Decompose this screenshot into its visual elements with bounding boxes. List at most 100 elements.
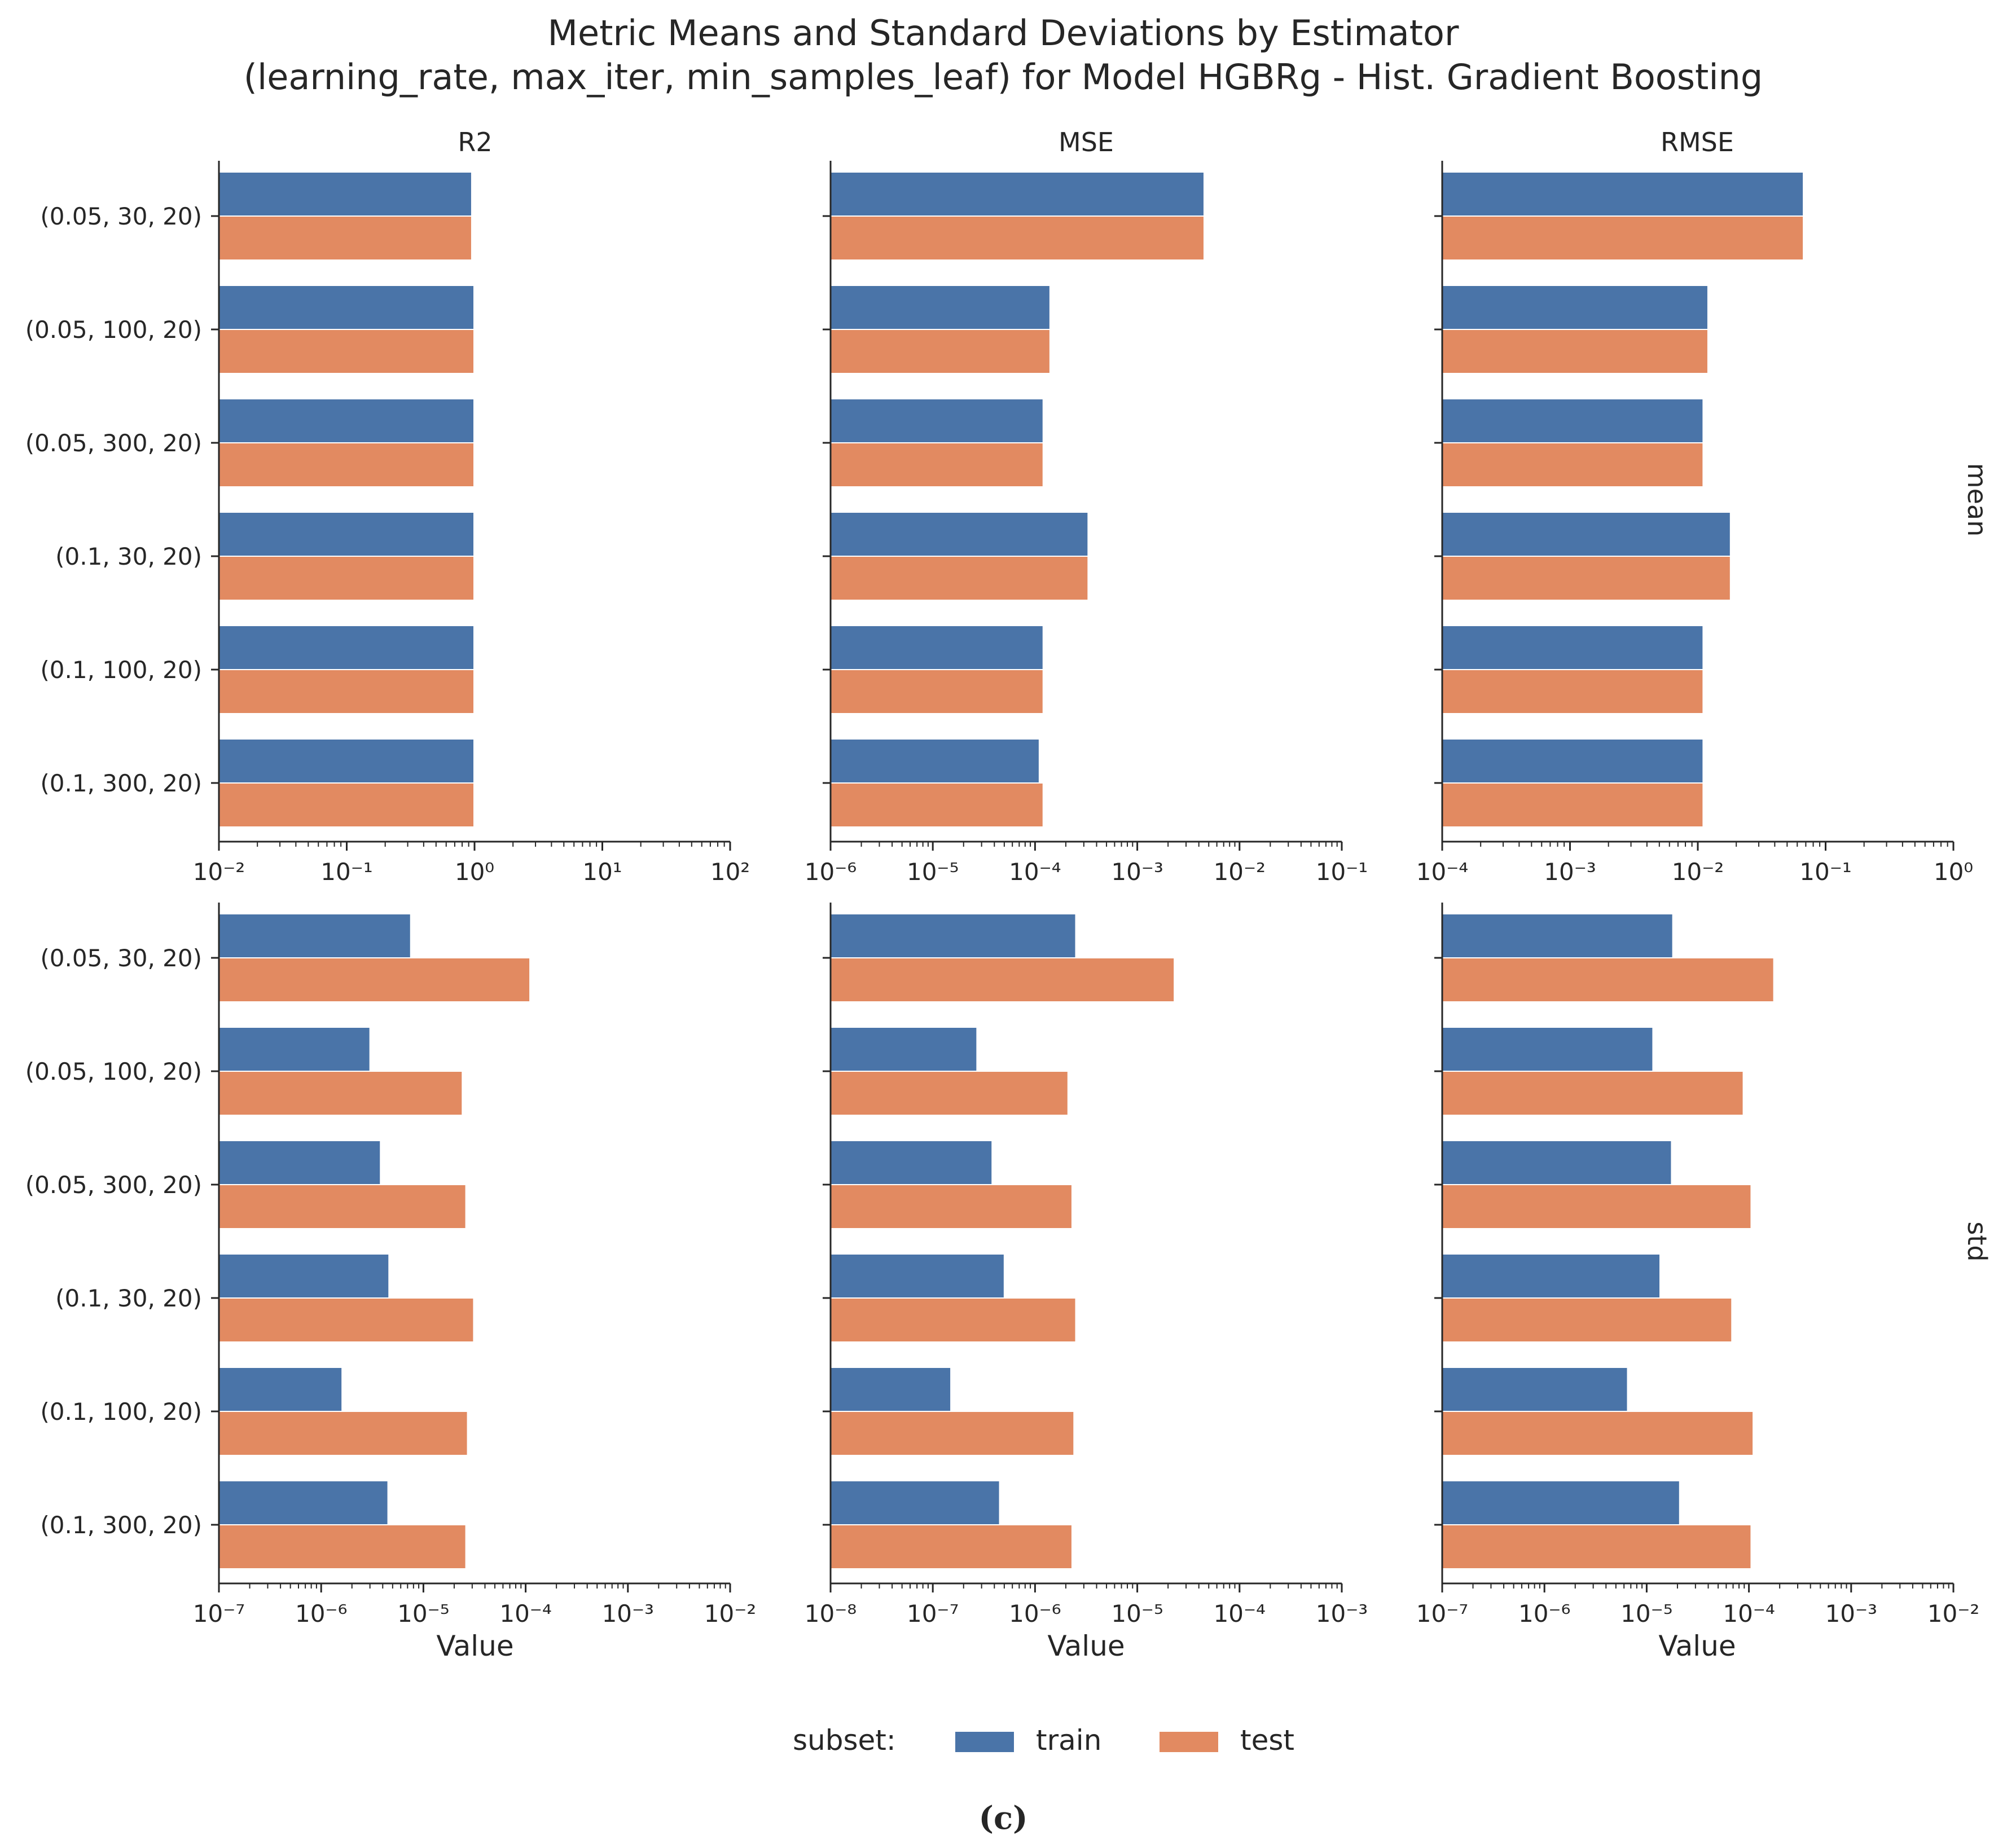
panel-mean-mse: 10⁻⁶ 10⁻⁵ 10⁻⁴ 10⁻³ 10⁻² 10⁻¹: [805, 161, 1368, 886]
bar-mean-mse-test-2: [830, 442, 1044, 487]
panel-std-mse: 10⁻⁸ 10⁻⁷ 10⁻⁶ 10⁻⁵ 10⁻⁴ 10⁻³: [805, 903, 1368, 1627]
y-tick-label: (0.1, 300, 20): [40, 1511, 202, 1539]
bar-mean-rmse-test-2: [1442, 442, 1704, 487]
bar-std-rmse-train-3: [1442, 1253, 1661, 1299]
x-tick-label: 10⁻⁴: [1416, 858, 1468, 886]
bar-std-r2-train-2: [218, 1140, 381, 1185]
bar-mean-rmse-train-0: [1442, 171, 1804, 217]
bar-std-mse-test-3: [830, 1297, 1077, 1343]
bar-mean-mse-test-5: [830, 782, 1044, 828]
x-tick-label: 10⁻⁴: [1723, 1600, 1775, 1627]
facet-panels: (0.05, 30, 20) (0.05, 100, 20) (0.05, 300,…: [25, 161, 1979, 1627]
bar-std-rmse-test-5: [1442, 1524, 1752, 1569]
x-tick-label: 10⁻⁷: [1416, 1600, 1468, 1627]
x-tick-label: 10⁻²: [1672, 858, 1724, 886]
bar-std-r2-test-5: [218, 1524, 467, 1569]
x-tick-label: 10⁻⁵: [907, 858, 959, 886]
bar-mean-mse-train-3: [830, 512, 1089, 557]
x-tick-label: 10⁰: [455, 858, 494, 886]
x-tick-label: 10⁻⁶: [295, 1600, 347, 1627]
column-label-r2: R2: [458, 127, 492, 157]
bar-mean-rmse-test-4: [1442, 669, 1704, 714]
bar-std-mse-test-2: [830, 1184, 1073, 1229]
bar-std-r2-test-1: [218, 1071, 463, 1116]
bar-mean-rmse-train-5: [1442, 738, 1704, 784]
bar-std-rmse-test-2: [1442, 1184, 1752, 1229]
x-tick-label: 10⁻⁴: [499, 1600, 551, 1627]
x-tick-label: 10⁻³: [1111, 858, 1163, 886]
panel-mean-r2: (0.05, 30, 20) (0.05, 100, 20) (0.05, 300,…: [25, 161, 750, 886]
x-axis-label-r2: Value: [436, 1630, 513, 1662]
bar-mean-mse-train-2: [830, 398, 1044, 443]
x-tick-label: 10⁻¹: [1799, 858, 1851, 886]
row-label-std: std: [1962, 1221, 1992, 1261]
bar-std-mse-test-5: [830, 1524, 1073, 1569]
x-tick-label: 10⁻⁷: [193, 1600, 245, 1627]
x-tick-label: 10⁻⁸: [805, 1600, 857, 1627]
y-tick-label: (0.1, 30, 20): [55, 543, 202, 570]
bar-mean-r2-test-2: [218, 442, 475, 487]
bar-std-rmse-test-0: [1442, 957, 1775, 1002]
bar-mean-r2-train-5: [218, 738, 475, 784]
bar-std-r2-train-0: [218, 913, 411, 958]
x-tick-label: 10⁻⁵: [397, 1600, 449, 1627]
x-tick-label: 10⁻³: [602, 1600, 654, 1627]
legend-label-test: test: [1240, 1724, 1294, 1757]
bar-mean-r2-test-0: [218, 215, 472, 261]
chart-title-line1: Metric Means and Standard Deviations by …: [548, 12, 1459, 54]
y-tick-label: (0.1, 300, 20): [40, 769, 202, 797]
legend-label-train: train: [1036, 1724, 1101, 1757]
bar-std-r2-train-5: [218, 1480, 389, 1525]
y-tick-label: (0.1, 30, 20): [55, 1284, 202, 1312]
bar-mean-mse-train-4: [830, 625, 1044, 670]
bar-mean-r2-test-1: [218, 329, 475, 374]
x-tick-label: 10⁻⁴: [1214, 1600, 1266, 1627]
bar-std-r2-train-1: [218, 1027, 371, 1072]
bar-std-mse-test-4: [830, 1411, 1075, 1456]
bar-std-rmse-train-5: [1442, 1480, 1680, 1525]
y-tick-label: (0.05, 30, 20): [40, 944, 202, 972]
legend: subset: train test: [793, 1724, 1294, 1757]
bar-mean-rmse-train-1: [1442, 285, 1709, 330]
bar-mean-mse-test-1: [830, 329, 1051, 374]
legend-swatch-train: [955, 1732, 1014, 1752]
panel-std-rmse: 10⁻⁷ 10⁻⁶ 10⁻⁵ 10⁻⁴ 10⁻³ 10⁻²: [1416, 903, 1979, 1627]
x-tick-label: 10⁻²: [1214, 858, 1266, 886]
x-tick-label: 10⁻⁶: [805, 858, 857, 886]
bar-std-mse-test-0: [830, 957, 1175, 1002]
x-tick-label: 10⁻⁵: [1111, 1600, 1163, 1627]
x-tick-label: 10⁻¹: [1316, 858, 1368, 886]
bar-mean-r2-train-1: [218, 285, 475, 330]
bar-mean-r2-train-0: [218, 171, 472, 217]
bar-mean-mse-test-3: [830, 556, 1089, 601]
bar-mean-rmse-test-5: [1442, 782, 1704, 828]
figure-caption: (c): [978, 1799, 1027, 1837]
bar-mean-rmse-train-3: [1442, 512, 1731, 557]
bar-std-rmse-train-1: [1442, 1027, 1654, 1072]
bar-std-r2-test-4: [218, 1411, 468, 1456]
bar-mean-mse-train-0: [830, 171, 1205, 217]
x-tick-label: 10⁻⁵: [1620, 1600, 1672, 1627]
bar-mean-rmse-train-4: [1442, 625, 1704, 670]
bar-std-mse-train-1: [830, 1027, 978, 1072]
bar-std-rmse-test-4: [1442, 1411, 1754, 1456]
x-tick-label: 10⁻¹: [320, 858, 372, 886]
bar-std-mse-train-4: [830, 1367, 952, 1412]
y-tick-label: (0.1, 100, 20): [40, 656, 202, 684]
bar-std-rmse-train-4: [1442, 1367, 1628, 1412]
bar-std-r2-train-3: [218, 1253, 390, 1299]
legend-swatch-test: [1160, 1732, 1218, 1752]
y-tick-label: (0.05, 100, 20): [25, 1058, 202, 1085]
x-tick-label: 10⁻²: [193, 858, 245, 886]
column-label-rmse: RMSE: [1661, 127, 1734, 157]
x-tick-label: 10¹: [582, 858, 622, 886]
row-label-mean: mean: [1962, 463, 1992, 536]
bar-std-mse-train-3: [830, 1253, 1005, 1299]
chart-title-line2: (learning_rate, max_iter, min_samples_le…: [244, 56, 1763, 98]
legend-title: subset:: [793, 1724, 896, 1757]
y-tick-label: (0.1, 100, 20): [40, 1398, 202, 1425]
bar-std-mse-train-0: [830, 913, 1077, 958]
bar-mean-r2-train-2: [218, 398, 475, 443]
y-tick-label: (0.05, 30, 20): [40, 203, 202, 230]
